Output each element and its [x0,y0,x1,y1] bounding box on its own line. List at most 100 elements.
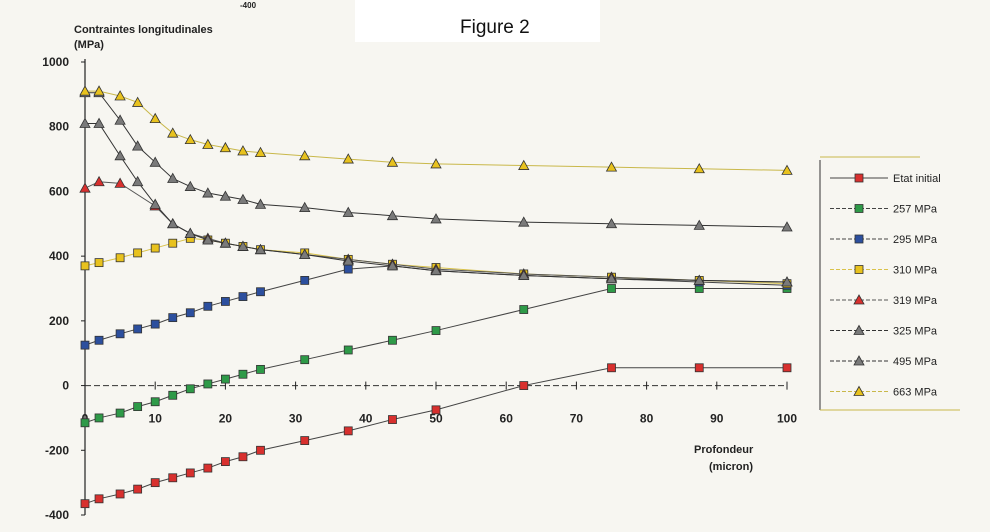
data-point [133,402,143,412]
data-point [518,159,530,170]
y-tick-label: -400 [45,508,69,522]
data-point [519,381,529,390]
x-tick-label: 80 [640,412,654,426]
data-point [256,364,265,374]
series-0 [80,363,792,509]
data-point [693,162,705,174]
data-point [114,90,126,101]
data-point [202,138,214,149]
x-tick-label: 10 [149,412,163,426]
data-point [386,209,399,221]
y-tick-label: -200 [45,443,69,457]
crop-label: -400 [240,1,257,10]
data-point [300,276,310,285]
legend-item: 319 MPa [830,294,938,307]
legend-marker [854,234,864,244]
figure-title-backdrop [355,0,600,42]
x-axis-label-line2: (micron) [709,461,753,473]
legend-item: 295 MPa [830,234,938,246]
data-point [202,187,214,198]
legend-marker [853,324,865,335]
data-point [115,253,125,263]
data-point [256,445,265,455]
data-point [202,234,214,245]
data-point [254,243,267,255]
data-point [220,457,230,467]
data-point [185,468,195,478]
x-tick-label: 50 [429,412,443,426]
data-point [133,324,143,334]
data-point [79,117,91,128]
data-point [430,264,442,276]
data-point [150,319,160,329]
series-layer [79,85,793,509]
data-point [115,329,125,339]
data-point [237,193,249,204]
data-point [386,260,399,271]
legend-label: 663 MPa [893,387,938,399]
legend-item: 663 MPa [830,385,938,399]
data-point [131,175,144,187]
data-point [342,206,354,217]
data-point [80,261,90,271]
legend-item: 495 MPa [830,355,938,368]
legend-label: 257 MPa [893,204,938,216]
data-point [300,355,310,365]
data-point [203,379,213,389]
data-point [133,248,143,258]
data-point [167,127,179,138]
data-point [94,413,104,423]
data-point [388,415,397,424]
y-tick-label: 800 [49,120,69,134]
data-point [149,112,161,124]
data-point [299,150,311,161]
data-point [342,153,354,164]
figure-title: Figure 2 [460,17,530,38]
data-point [605,272,618,284]
x-tick-label: 30 [289,412,303,426]
data-point [519,305,529,314]
data-point [149,198,161,209]
data-point [518,216,530,227]
y-axis-label-line1: Contraintes longitudinales [74,24,213,36]
legend-marker [853,355,865,366]
data-point [607,284,616,293]
x-tick-label: 60 [500,412,514,426]
legend-item: 310 MPa [830,265,938,277]
data-point [782,363,792,373]
y-tick-label: 0 [62,379,69,393]
data-point [184,133,196,145]
data-point [256,287,265,297]
data-point [168,473,178,483]
legend-item: 325 MPa [830,324,938,338]
legend: Etat initial 257 MPa 295 MPa 310 MPa 319 MPa… [819,156,960,411]
data-point [238,292,248,301]
legend-marker [853,385,865,396]
data-point [115,489,125,499]
series-6 [79,86,793,232]
x-tick-label: 70 [570,412,584,426]
data-point [300,436,310,445]
data-point [388,335,397,345]
legend-item: 257 MPa [830,204,938,216]
y-axis-label-line2: (MPa) [74,39,104,51]
data-point [343,345,353,355]
data-point [184,180,196,191]
y-tick-label: 1000 [42,55,69,69]
x-axis-label-line1: Profondeur [694,444,754,456]
data-point [185,384,195,394]
data-point [114,114,126,125]
data-point [693,274,705,285]
data-point [219,141,232,153]
data-point [237,145,249,156]
data-point [150,397,160,407]
legend-label: 310 MPa [893,265,938,277]
x-tick-label: 20 [219,412,233,426]
data-point [781,276,793,287]
data-point [114,150,126,161]
data-point [518,269,530,280]
data-point [238,452,248,462]
data-point [150,478,160,488]
data-point [167,217,179,229]
data-point [238,369,248,379]
